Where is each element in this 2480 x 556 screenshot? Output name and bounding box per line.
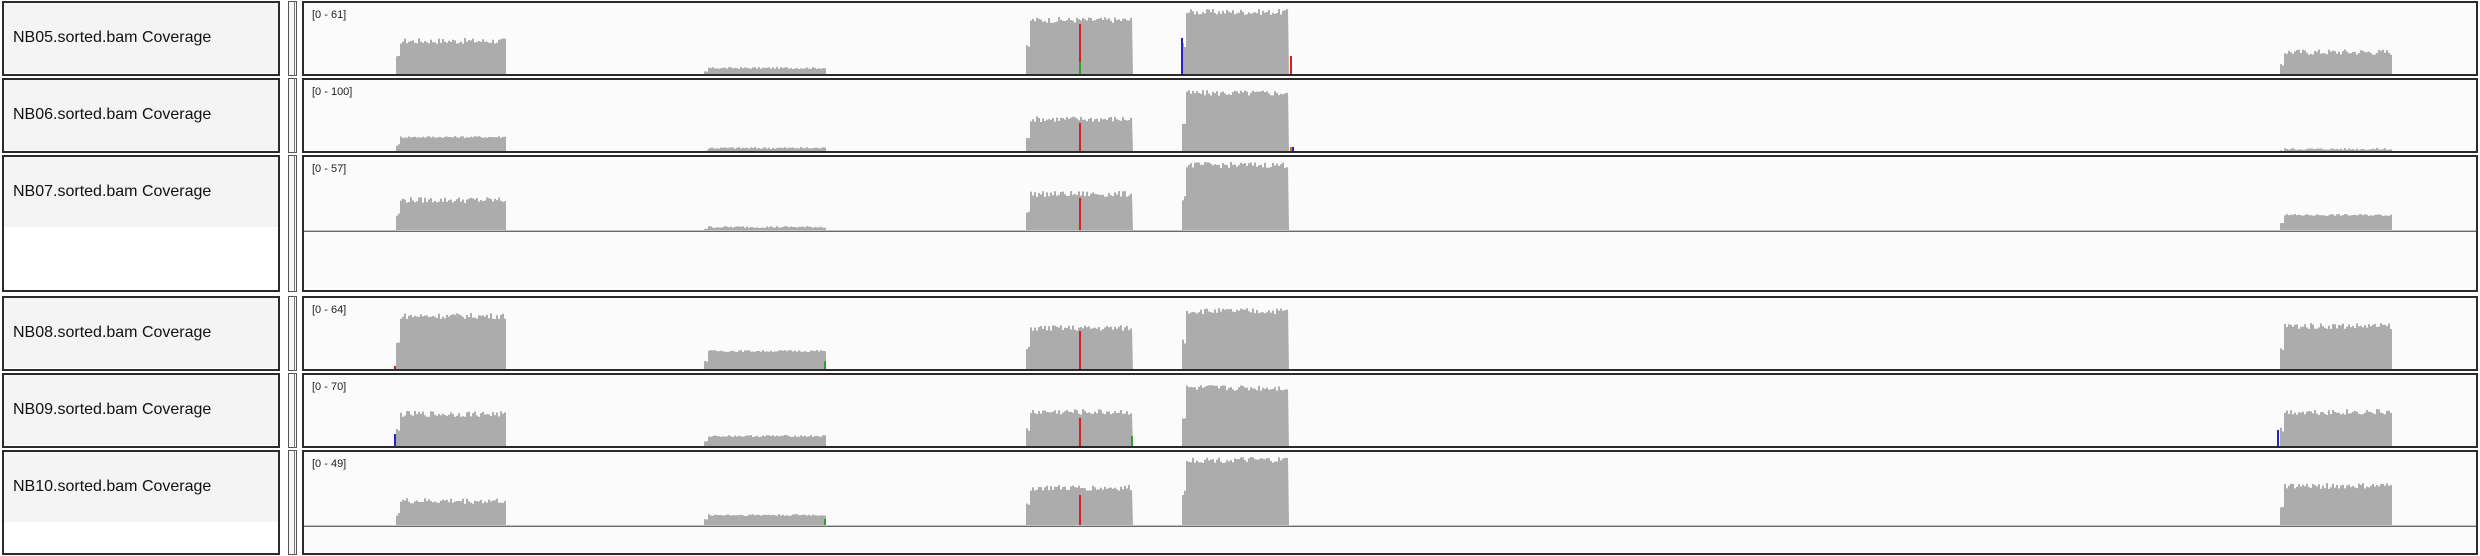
- coverage-block: [1182, 90, 1289, 151]
- coverage-data-panel[interactable]: [0 - 70]: [302, 373, 2478, 448]
- coverage-block: [396, 197, 506, 230]
- mismatch-mark: [1079, 331, 1081, 369]
- coverage-data-panel[interactable]: [0 - 61]: [302, 1, 2478, 76]
- coverage-block: [704, 435, 826, 446]
- coverage-track-3: NB07.sorted.bam Coverage [0 - 57]: [0, 154, 2480, 293]
- track-name-panel[interactable]: NB06.sorted.bam Coverage: [2, 78, 280, 153]
- mismatch-mark: [1131, 436, 1133, 446]
- coverage-data-panel[interactable]: [0 - 100]: [302, 78, 2478, 153]
- coverage-block: [2280, 483, 2392, 525]
- coverage-plot: [394, 308, 2392, 369]
- attribute-divider: [294, 373, 300, 448]
- coverage-data-panel[interactable]: [0 - 49]: [302, 450, 2478, 555]
- coverage-block: [704, 514, 826, 525]
- coverage-block: [2280, 409, 2392, 446]
- track-name-panel[interactable]: NB10.sorted.bam Coverage: [2, 450, 280, 555]
- attribute-divider: [294, 1, 300, 76]
- coverage-data-panel[interactable]: [0 - 57]: [302, 155, 2478, 292]
- data-range-label: [0 - 70]: [312, 381, 347, 393]
- coverage-data-panel[interactable]: [0 - 64]: [302, 296, 2478, 371]
- coverage-plot: [304, 162, 2476, 232]
- attribute-column[interactable]: [288, 155, 297, 292]
- mismatch-mark: [1181, 38, 1183, 74]
- track-name-label: NB08.sorted.bam Coverage: [4, 298, 278, 368]
- coverage-block: [1182, 9, 1289, 74]
- coverage-plot: [394, 385, 2392, 446]
- track-name-label: NB07.sorted.bam Coverage: [4, 157, 278, 227]
- coverage-track-2: NB06.sorted.bam Coverage [0 - 100]: [0, 77, 2480, 154]
- coverage-block: [704, 226, 826, 230]
- track-name-label: NB10.sorted.bam Coverage: [4, 452, 278, 522]
- coverage-block: [1182, 457, 1289, 525]
- data-range-label: [0 - 49]: [312, 458, 347, 470]
- coverage-block: [1182, 162, 1289, 230]
- coverage-block: [2280, 323, 2392, 369]
- data-range-label: [0 - 61]: [312, 9, 347, 21]
- mismatch-mark: [394, 434, 396, 446]
- mismatch-mark: [1079, 24, 1081, 74]
- coverage-plot: [304, 457, 2476, 527]
- data-range-label: [0 - 100]: [312, 86, 353, 98]
- data-range-label: [0 - 57]: [312, 163, 347, 175]
- coverage-track-6: NB10.sorted.bam Coverage [0 - 49]: [0, 449, 2480, 556]
- track-name-label: NB05.sorted.bam Coverage: [4, 3, 278, 73]
- track-name-panel[interactable]: NB09.sorted.bam Coverage: [2, 373, 280, 448]
- attribute-column[interactable]: [288, 373, 297, 448]
- track-name-panel[interactable]: NB05.sorted.bam Coverage: [2, 1, 280, 76]
- coverage-block: [704, 67, 826, 74]
- attribute-divider: [294, 78, 300, 153]
- mismatch-mark: [824, 519, 826, 525]
- coverage-block: [1182, 308, 1289, 369]
- mismatch-mark: [1079, 62, 1081, 74]
- attribute-divider: [294, 450, 300, 555]
- mismatch-mark: [1292, 147, 1294, 151]
- coverage-track-4: NB08.sorted.bam Coverage [0 - 64]: [0, 295, 2480, 372]
- mismatch-mark: [1079, 495, 1081, 525]
- attribute-column[interactable]: [288, 78, 297, 153]
- track-name-panel[interactable]: NB07.sorted.bam Coverage: [2, 155, 280, 292]
- attribute-column[interactable]: [288, 296, 297, 371]
- mismatch-mark: [1079, 198, 1081, 230]
- attribute-divider: [294, 155, 300, 292]
- mismatch-mark: [2277, 430, 2279, 446]
- mismatch-mark: [394, 366, 396, 369]
- coverage-block: [2280, 49, 2392, 74]
- coverage-block: [396, 136, 506, 151]
- attribute-column[interactable]: [288, 1, 297, 76]
- mismatch-mark: [1290, 56, 1292, 74]
- mismatch-mark: [824, 361, 826, 369]
- coverage-block: [396, 411, 506, 446]
- coverage-block: [706, 147, 826, 151]
- coverage-plot: [396, 90, 2392, 151]
- attribute-divider: [294, 296, 300, 371]
- coverage-track-5: NB09.sorted.bam Coverage [0 - 70]: [0, 372, 2480, 449]
- track-separator: [304, 526, 2476, 527]
- coverage-block: [2280, 148, 2392, 151]
- coverage-block: [704, 350, 826, 369]
- coverage-plot: [396, 9, 2392, 74]
- mismatch-mark: [1079, 418, 1081, 446]
- track-name-label: NB09.sorted.bam Coverage: [4, 375, 278, 445]
- track-name-label: NB06.sorted.bam Coverage: [4, 80, 278, 150]
- mismatch-mark: [1079, 123, 1081, 151]
- coverage-block: [396, 38, 506, 74]
- coverage-track-1: NB05.sorted.bam Coverage [0 - 61]: [0, 0, 2480, 77]
- track-separator: [304, 231, 2476, 232]
- coverage-block: [1182, 385, 1289, 446]
- coverage-block: [396, 498, 506, 525]
- mismatch-mark: [1290, 147, 1292, 151]
- track-name-panel[interactable]: NB08.sorted.bam Coverage: [2, 296, 280, 371]
- coverage-block: [2280, 214, 2392, 230]
- coverage-block: [396, 313, 506, 369]
- data-range-label: [0 - 64]: [312, 304, 347, 316]
